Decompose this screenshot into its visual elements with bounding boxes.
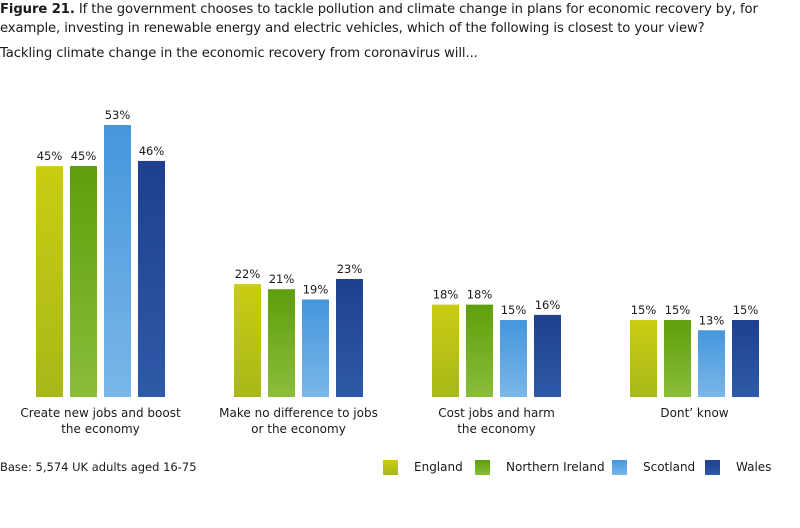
data-label: 15% [665, 303, 691, 317]
bar-group: 15% 15% 13% 15% Dont’ know [630, 303, 759, 420]
data-label: 46% [139, 144, 165, 158]
data-label: 22% [235, 267, 261, 281]
data-label: 53% [105, 108, 131, 122]
bar [466, 304, 493, 397]
bar [500, 320, 527, 397]
data-label: 18% [467, 288, 493, 302]
data-label: 16% [535, 298, 561, 312]
bar [104, 125, 131, 397]
legend-label: Wales [736, 460, 772, 474]
legend-swatch [475, 460, 490, 475]
bar [630, 320, 657, 397]
category-label: or the economy [251, 422, 346, 436]
bar-group: 45% 45% 53% 46% Create new jobs and boost the… [20, 108, 181, 436]
figure-label: Figure 21. [0, 2, 75, 17]
bar [138, 160, 165, 397]
bar [302, 299, 329, 397]
bar [234, 284, 261, 397]
data-label: 23% [337, 262, 363, 276]
bar [534, 314, 561, 397]
bar [70, 166, 97, 397]
chart-title: Figure 21. If the government chooses to … [0, 0, 796, 38]
category-label: Make no difference to jobs [219, 406, 378, 420]
legend-label: England [414, 460, 463, 474]
bar-group: 18% 18% 15% 16% Cost jobs and harm the econom… [432, 288, 561, 436]
category-label: the economy [61, 422, 140, 436]
data-label: 19% [303, 282, 329, 296]
data-label: 45% [37, 149, 63, 163]
bar [268, 289, 295, 397]
data-label: 15% [501, 303, 527, 317]
base-note: Base: 5,574 UK adults aged 16-75 [0, 460, 197, 474]
legend-swatch [705, 460, 720, 475]
figure-question: If the government chooses to tackle poll… [0, 2, 758, 36]
legend-swatch [612, 460, 627, 475]
bar [336, 278, 363, 397]
legend-label: Northern Ireland [506, 460, 605, 474]
data-label: 15% [733, 303, 759, 317]
category-label: Create new jobs and boost [20, 406, 181, 420]
data-label: 18% [433, 288, 459, 302]
chart-subtitle: Tackling climate change in the economic … [0, 46, 478, 61]
bar [664, 320, 691, 397]
category-label: the economy [457, 422, 536, 436]
data-label: 13% [699, 313, 725, 327]
bar-group: 22% 21% 19% 23% Make no difference to jobs or… [219, 262, 378, 436]
data-label: 45% [71, 149, 97, 163]
data-label: 15% [631, 303, 657, 317]
bar [698, 330, 725, 397]
legend-label: Scotland [643, 460, 696, 474]
category-label: Cost jobs and harm [438, 406, 555, 420]
legend-swatch [383, 460, 398, 475]
data-label: 21% [269, 272, 295, 286]
bar [36, 166, 63, 397]
bar [732, 320, 759, 397]
category-label: Dont’ know [660, 406, 728, 420]
bar [432, 304, 459, 397]
